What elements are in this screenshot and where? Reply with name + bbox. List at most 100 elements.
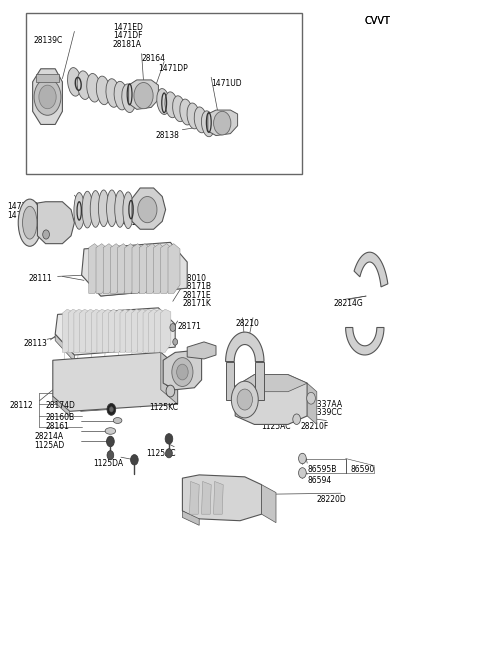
Polygon shape [110, 244, 122, 293]
Text: 28139C: 28139C [34, 36, 63, 45]
Polygon shape [37, 202, 74, 244]
Text: 28214G: 28214G [334, 299, 363, 309]
Ellipse shape [23, 206, 37, 239]
Circle shape [107, 436, 114, 447]
Ellipse shape [194, 107, 207, 133]
Text: 28220D: 28220D [317, 495, 347, 504]
Polygon shape [91, 309, 102, 352]
Text: 28171E: 28171E [182, 291, 211, 300]
Circle shape [307, 392, 315, 404]
Polygon shape [226, 362, 234, 400]
Circle shape [138, 196, 157, 223]
Ellipse shape [187, 103, 200, 129]
Polygon shape [103, 244, 115, 293]
Text: 1471DN: 1471DN [7, 202, 38, 211]
Text: 88010: 88010 [182, 274, 206, 283]
Text: 28171K: 28171K [182, 299, 211, 309]
Ellipse shape [123, 192, 133, 229]
Text: 28210F: 28210F [301, 422, 329, 432]
Text: 1471NC: 1471NC [118, 218, 148, 227]
Polygon shape [143, 309, 154, 352]
Text: 28174D: 28174D [46, 401, 75, 410]
Text: 1471ED: 1471ED [113, 23, 143, 32]
Polygon shape [262, 485, 276, 523]
Text: 86594: 86594 [307, 476, 332, 485]
Polygon shape [346, 328, 384, 355]
Polygon shape [187, 342, 216, 359]
Ellipse shape [18, 199, 41, 246]
Text: 28113: 28113 [24, 339, 48, 348]
Polygon shape [161, 244, 173, 293]
Text: 28174D: 28174D [166, 379, 195, 388]
Circle shape [39, 85, 56, 109]
Polygon shape [89, 244, 101, 293]
Text: 28210: 28210 [235, 319, 259, 328]
Polygon shape [125, 244, 137, 293]
Ellipse shape [202, 111, 214, 137]
Text: 1337AA: 1337AA [312, 400, 342, 409]
Circle shape [231, 381, 258, 418]
Polygon shape [307, 383, 317, 424]
Polygon shape [114, 309, 125, 352]
Text: 1471UD: 1471UD [211, 79, 242, 88]
Ellipse shape [113, 418, 122, 424]
Ellipse shape [105, 428, 116, 434]
Polygon shape [108, 309, 119, 352]
Text: 1339CC: 1339CC [312, 408, 342, 417]
Circle shape [172, 358, 193, 386]
Ellipse shape [115, 191, 125, 227]
Text: 1125DA: 1125DA [94, 458, 124, 468]
Circle shape [34, 79, 61, 115]
Text: 1125KC: 1125KC [149, 403, 178, 412]
Circle shape [43, 230, 49, 239]
Polygon shape [149, 309, 159, 352]
Polygon shape [155, 309, 165, 352]
Ellipse shape [74, 193, 84, 229]
Polygon shape [182, 475, 262, 521]
Polygon shape [129, 80, 158, 109]
Circle shape [299, 468, 306, 478]
Ellipse shape [157, 88, 169, 115]
Text: 28112: 28112 [10, 401, 33, 410]
Polygon shape [354, 252, 388, 287]
Circle shape [177, 364, 188, 380]
Polygon shape [182, 511, 199, 525]
Circle shape [237, 389, 252, 410]
Polygon shape [118, 244, 130, 293]
Polygon shape [132, 188, 166, 229]
Polygon shape [226, 332, 264, 362]
Text: 28171B: 28171B [182, 282, 211, 291]
Polygon shape [68, 309, 79, 352]
Ellipse shape [107, 190, 117, 227]
Polygon shape [161, 352, 178, 404]
Polygon shape [139, 244, 151, 293]
Polygon shape [132, 244, 144, 293]
Text: 1471NC: 1471NC [7, 211, 37, 220]
Polygon shape [82, 269, 187, 296]
Polygon shape [154, 244, 166, 293]
Polygon shape [53, 396, 70, 416]
Circle shape [166, 449, 172, 458]
Polygon shape [103, 309, 113, 352]
Polygon shape [235, 375, 307, 392]
Circle shape [170, 324, 176, 331]
Polygon shape [168, 244, 180, 293]
Ellipse shape [82, 191, 93, 228]
Polygon shape [55, 308, 175, 355]
Polygon shape [132, 309, 142, 352]
Text: 1471DN: 1471DN [118, 210, 148, 219]
Polygon shape [55, 334, 74, 362]
Circle shape [109, 407, 113, 412]
Circle shape [107, 403, 116, 415]
Polygon shape [82, 242, 187, 296]
Circle shape [214, 111, 231, 135]
Ellipse shape [68, 67, 81, 96]
Circle shape [131, 455, 138, 465]
Ellipse shape [114, 81, 128, 110]
Polygon shape [214, 481, 223, 514]
Ellipse shape [96, 76, 110, 105]
Polygon shape [97, 309, 108, 352]
Text: 28171: 28171 [178, 322, 202, 331]
Polygon shape [137, 309, 148, 352]
Polygon shape [62, 309, 73, 352]
